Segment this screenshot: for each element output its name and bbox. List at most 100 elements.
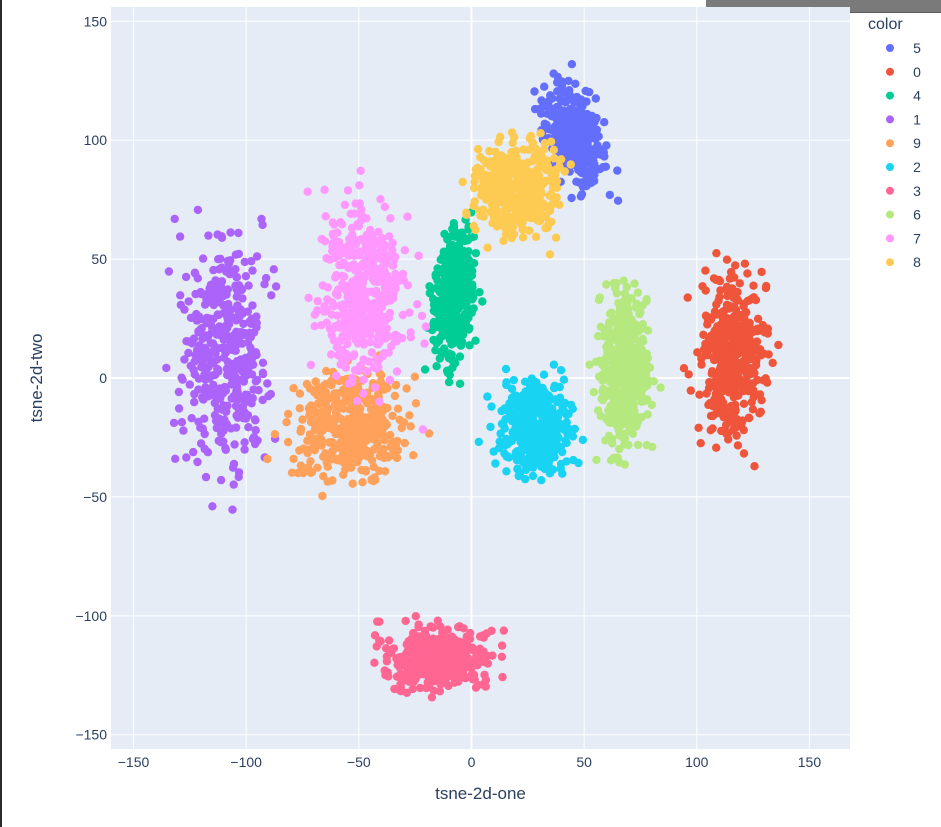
data-point bbox=[593, 406, 603, 415]
data-point bbox=[761, 283, 771, 293]
data-point bbox=[354, 366, 363, 376]
data-point bbox=[379, 265, 388, 274]
data-point bbox=[521, 474, 530, 484]
data-point bbox=[388, 261, 398, 270]
y-tick-label: 50 bbox=[91, 251, 107, 267]
data-point bbox=[222, 419, 231, 429]
data-point bbox=[630, 279, 639, 288]
data-point bbox=[440, 229, 449, 239]
data-point bbox=[427, 693, 437, 702]
data-point bbox=[231, 378, 241, 387]
data-point bbox=[341, 395, 350, 404]
legend-marker bbox=[886, 44, 894, 52]
data-point bbox=[194, 374, 204, 383]
data-point bbox=[303, 187, 312, 196]
legend-item-6[interactable]: 6 bbox=[886, 207, 921, 223]
data-point bbox=[487, 626, 496, 635]
data-point bbox=[572, 177, 581, 186]
data-point bbox=[380, 436, 389, 445]
data-point bbox=[425, 661, 434, 670]
data-point bbox=[528, 471, 538, 481]
data-point bbox=[240, 438, 249, 447]
data-point bbox=[244, 281, 253, 290]
data-point bbox=[332, 409, 341, 418]
y-axis-ticks: −150 −100 −50 0 50 100 150 bbox=[75, 13, 107, 742]
data-point bbox=[525, 393, 535, 403]
data-point bbox=[583, 139, 592, 149]
data-point bbox=[310, 322, 319, 331]
data-point bbox=[567, 59, 577, 69]
legend-item-7[interactable]: 7 bbox=[886, 230, 921, 246]
data-point bbox=[360, 425, 369, 435]
data-point bbox=[618, 359, 628, 368]
data-point bbox=[310, 310, 319, 319]
data-point bbox=[435, 267, 445, 277]
data-point bbox=[709, 274, 719, 283]
data-point bbox=[562, 418, 571, 427]
data-point bbox=[210, 411, 220, 420]
data-point bbox=[437, 347, 446, 357]
data-point bbox=[526, 382, 535, 391]
data-point bbox=[323, 462, 332, 471]
legend-item-2[interactable]: 2 bbox=[886, 159, 921, 175]
data-point bbox=[400, 438, 409, 448]
data-point bbox=[500, 205, 509, 214]
data-point bbox=[338, 355, 347, 365]
data-point bbox=[440, 676, 449, 685]
data-point bbox=[720, 341, 729, 351]
data-point bbox=[557, 77, 567, 86]
series-3-points bbox=[370, 612, 508, 702]
data-point bbox=[250, 439, 260, 449]
legend-marker bbox=[886, 115, 894, 124]
data-point bbox=[366, 320, 375, 329]
data-point bbox=[763, 329, 772, 338]
data-point bbox=[252, 312, 261, 321]
data-point bbox=[348, 232, 357, 241]
legend-item-1[interactable]: 1 bbox=[886, 111, 921, 127]
data-point bbox=[226, 228, 235, 237]
data-point bbox=[195, 341, 204, 350]
data-point bbox=[234, 228, 243, 238]
legend-item-5[interactable]: 5 bbox=[886, 40, 921, 56]
legend-label: 5 bbox=[913, 40, 921, 56]
data-point bbox=[554, 433, 563, 443]
data-point bbox=[549, 69, 558, 78]
data-point bbox=[632, 422, 641, 431]
data-point bbox=[553, 87, 562, 96]
legend-item-8[interactable]: 8 bbox=[886, 254, 921, 270]
legend-item-9[interactable]: 9 bbox=[886, 135, 921, 151]
data-point bbox=[372, 286, 381, 295]
data-point bbox=[201, 352, 210, 362]
data-point bbox=[584, 148, 594, 158]
data-point bbox=[580, 161, 589, 170]
data-point bbox=[332, 389, 342, 398]
data-point bbox=[500, 449, 509, 458]
data-point bbox=[533, 385, 543, 395]
data-point bbox=[536, 129, 545, 138]
legend-title: color bbox=[868, 16, 903, 33]
legend-item-3[interactable]: 3 bbox=[886, 183, 921, 199]
data-point bbox=[722, 282, 732, 291]
data-point bbox=[716, 351, 726, 360]
legend-label: 6 bbox=[913, 207, 921, 223]
data-point bbox=[475, 206, 484, 215]
legend-label: 1 bbox=[913, 111, 921, 127]
legend-item-4[interactable]: 4 bbox=[886, 88, 921, 104]
data-point bbox=[295, 404, 304, 413]
data-point bbox=[162, 363, 171, 373]
data-point bbox=[358, 478, 367, 487]
data-point bbox=[753, 375, 762, 385]
legend-marker bbox=[886, 258, 894, 267]
data-point bbox=[719, 315, 728, 324]
plot-area[interactable] bbox=[111, 7, 850, 749]
data-point bbox=[566, 400, 576, 410]
data-point bbox=[574, 458, 583, 468]
data-point bbox=[557, 114, 567, 124]
data-point bbox=[365, 262, 374, 272]
legend-item-0[interactable]: 0 bbox=[886, 64, 921, 80]
data-point bbox=[191, 289, 200, 299]
data-point bbox=[596, 322, 605, 331]
data-point bbox=[215, 265, 224, 274]
data-point bbox=[570, 106, 579, 116]
data-point bbox=[743, 333, 752, 343]
